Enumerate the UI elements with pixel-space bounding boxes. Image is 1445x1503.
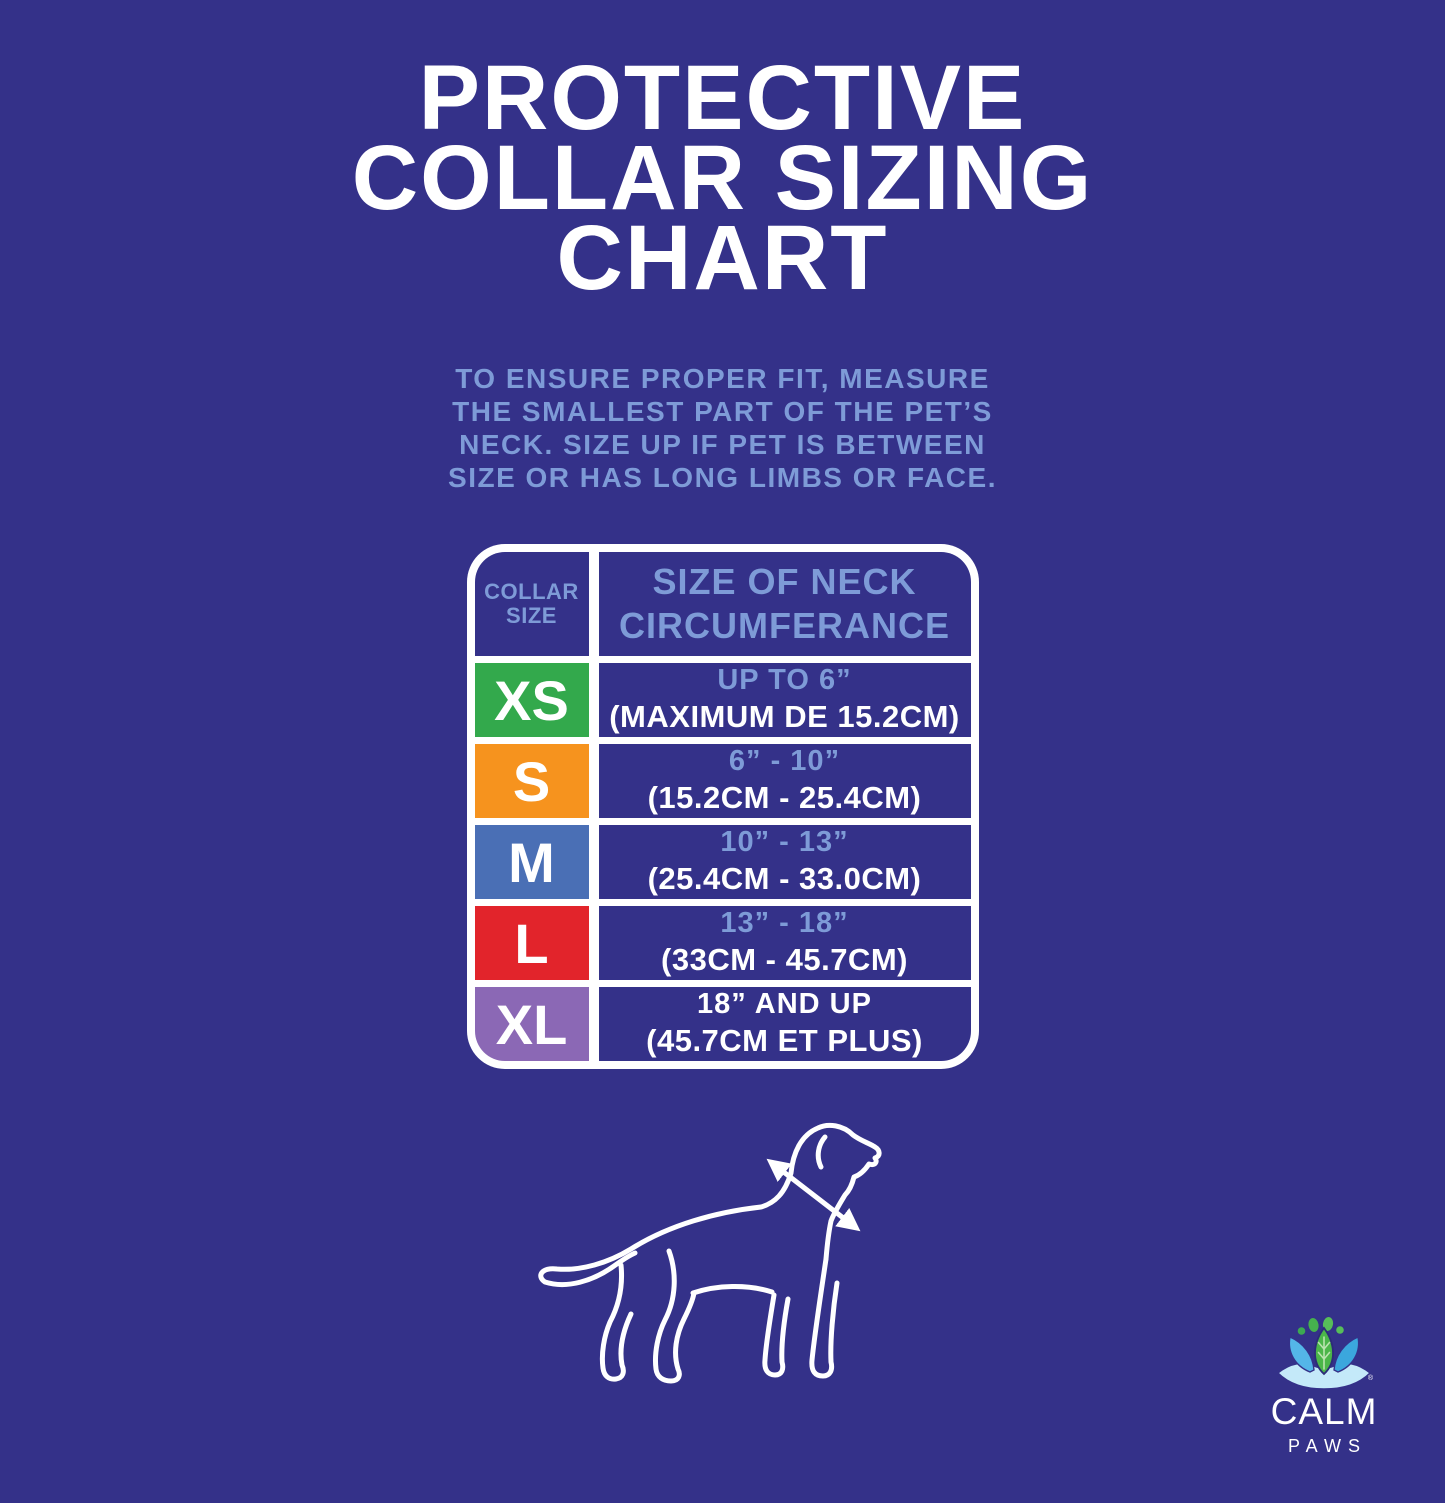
instructions-line-2: THE SMALLEST PART OF THE PET’S [452,396,993,428]
range-inches: 10” - 13” [720,826,849,859]
table-row-xs-values: UP TO 6” (MAXIMUM DE 15.2CM) [598,663,971,738]
collar-size-badge-l: L [474,906,589,981]
paw-toe [1336,1326,1344,1334]
range-metric: (33CM - 45.7CM) [661,942,908,978]
paw-toe [1308,1318,1319,1332]
collar-size-badge-xl: XL [474,987,589,1062]
dog-hind-leg-near [652,1248,696,1384]
instructions-line-1: TO ENSURE PROPER FIT, MEASURE [455,363,990,395]
paw-toe [1322,1317,1334,1331]
table-row-l-values: 13” - 18” (33CM - 45.7CM) [598,906,971,981]
range-metric: (45.7CM ET PLUS) [646,1023,923,1059]
instructions-line-3: NECK. SIZE UP IF PET IS BETWEEN [459,429,986,461]
collar-size-badge-s: S [474,744,589,819]
range-metric: (15.2CM - 25.4CM) [647,780,922,816]
dog-hind-leg-far [599,1262,633,1382]
dog-neck-measure-icon [537,1123,882,1384]
calm-paws-logo: ® CALM PAWS [1259,1316,1389,1457]
paw-toe [1297,1327,1306,1335]
title-line-2: COLLAR SIZING [351,127,1094,230]
dog-front-leg-near [808,1256,839,1379]
brand-subname: PAWS [1287,1436,1367,1456]
title-line-1: PROTECTIVE [418,47,1027,149]
page-title: PROTECTIVE COLLAR SIZING CHART [0,47,1445,310]
collar-size-badge-m: M [474,825,589,900]
lotus-left-petal [1288,1336,1315,1373]
leaf-veins [1317,1336,1331,1370]
table-row-m-values: 10” - 13” (25.4CM - 33.0CM) [598,825,971,900]
table-row-s-values: 6” - 10” (15.2CM - 25.4CM) [598,744,971,819]
range-metric: (25.4CM - 33.0CM) [647,861,922,897]
collar-size-column-header: COLLAR SIZE [474,552,589,657]
neck-circumference-column-header: SIZE OF NECK CIRCUMFERANCE [598,552,971,657]
lotus-paw-icon: ® [1276,1317,1374,1390]
fit-instructions: TO ENSURE PROPER FIT, MEASURE THE SMALLE… [0,362,1445,494]
brand-name: CALM [1270,1391,1378,1432]
range-inches: 6” - 10” [728,745,841,778]
table-row-xl-values: 18” AND UP (45.7CM ET PLUS) [598,987,971,1062]
range-inches: 13” - 18” [720,907,849,940]
instructions-line-4: SIZE OR HAS LONG LIMBS OR FACE. [448,462,997,494]
dog-ear-line [815,1134,827,1170]
lotus-right-petal [1333,1336,1360,1373]
neck-measure-arrow-icon [766,1159,860,1232]
range-inches: 18” AND UP [697,988,872,1021]
dog-illustration [0,1113,1445,1413]
title-line-3: CHART [556,207,889,310]
dog-belly-line [690,1284,774,1296]
sizing-table: COLLAR SIZE SIZE OF NECK CIRCUMFERANCE X… [466,544,979,1070]
range-metric: (MAXIMUM DE 15.2CM) [609,699,960,735]
registered-mark: ® [1368,1374,1374,1382]
range-inches: UP TO 6” [717,664,852,697]
collar-size-badge-xs: XS [474,663,589,738]
dog-front-leg-far [761,1292,790,1378]
